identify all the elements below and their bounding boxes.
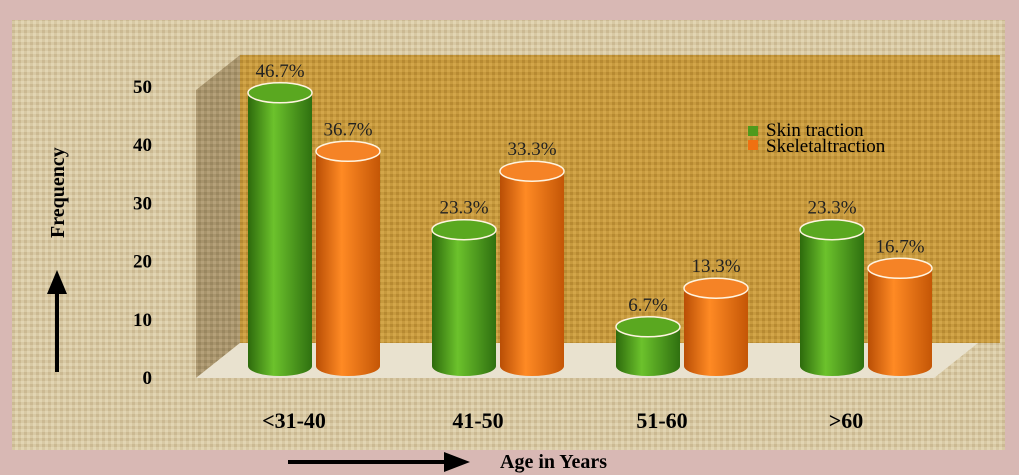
bar-body: [868, 268, 932, 376]
bar-skeletal-traction: [683, 277, 749, 376]
bar-body: [684, 288, 748, 376]
data-label-skin-traction: 23.3%: [439, 198, 488, 219]
bar-top: [867, 257, 933, 280]
x-axis: <31-40 41-50 51-60 >60: [262, 408, 863, 433]
data-label-skeletal-traction: 16.7%: [875, 236, 924, 257]
legend-label-skin: Skin traction: [766, 120, 864, 141]
y-tick-label: 0: [143, 368, 153, 389]
x-tick-label: 51-60: [636, 408, 687, 433]
y-axis: 0 10 20 30 40 50: [133, 77, 152, 389]
data-label-skin-traction: 46.7%: [255, 61, 304, 82]
y-axis-title: Frequency: [47, 147, 69, 238]
data-label-skeletal-traction: 33.3%: [507, 139, 556, 160]
bar-body: [500, 171, 564, 376]
bar-top: [615, 316, 681, 338]
bar-body: [316, 151, 380, 376]
y-tick-label: 20: [133, 252, 152, 273]
bar-top: [683, 277, 749, 299]
bar-skin-traction: [247, 82, 313, 377]
y-tick-label: 30: [133, 193, 152, 214]
legend-swatch-skeletal: [748, 140, 758, 150]
bar-body: [432, 229, 496, 376]
y-arrow-icon: [47, 270, 67, 372]
data-label-skin-traction: 6.7%: [628, 295, 668, 316]
bar-skeletal-traction: [315, 140, 381, 376]
data-label-skeletal-traction: 36.7%: [323, 119, 372, 140]
bar-top: [247, 82, 313, 104]
x-tick-label: <31-40: [262, 408, 326, 433]
x-tick-label: 41-50: [452, 408, 503, 433]
bar-skin-traction: [431, 218, 497, 376]
bar-top: [499, 160, 565, 182]
bars: [247, 82, 933, 377]
bar-top: [315, 140, 381, 163]
bar-skin-traction: [615, 316, 681, 376]
bar-skin-traction: [799, 218, 865, 376]
bar-top: [431, 218, 497, 241]
legend-label-skeletal: Skeletaltraction: [766, 136, 886, 157]
bar-skeletal-traction: [867, 257, 933, 376]
legend: Skin traction Skeletaltraction: [748, 120, 886, 157]
y-tick-label: 10: [133, 310, 152, 331]
x-tick-label: >60: [829, 408, 864, 433]
bar-top: [799, 218, 865, 241]
data-label-skin-traction: 23.3%: [807, 198, 856, 219]
y-tick-label: 50: [133, 77, 152, 98]
floor: [196, 343, 978, 378]
bar-skeletal-traction: [499, 160, 565, 376]
bar-body: [616, 326, 680, 376]
side-wall: [196, 55, 240, 378]
legend-swatch-skin: [748, 126, 758, 136]
bar-body: [248, 92, 312, 377]
bar-body: [800, 229, 864, 376]
data-labels: 46.7% 23.3% 6.7% 23.3% 36.7% 33.3% 13.3% 16.7%: [255, 61, 924, 316]
x-axis-title: Age in Years: [500, 451, 607, 473]
x-arrow-icon: [288, 452, 470, 472]
data-label-skeletal-traction: 13.3%: [691, 256, 740, 277]
y-tick-label: 40: [133, 135, 152, 156]
